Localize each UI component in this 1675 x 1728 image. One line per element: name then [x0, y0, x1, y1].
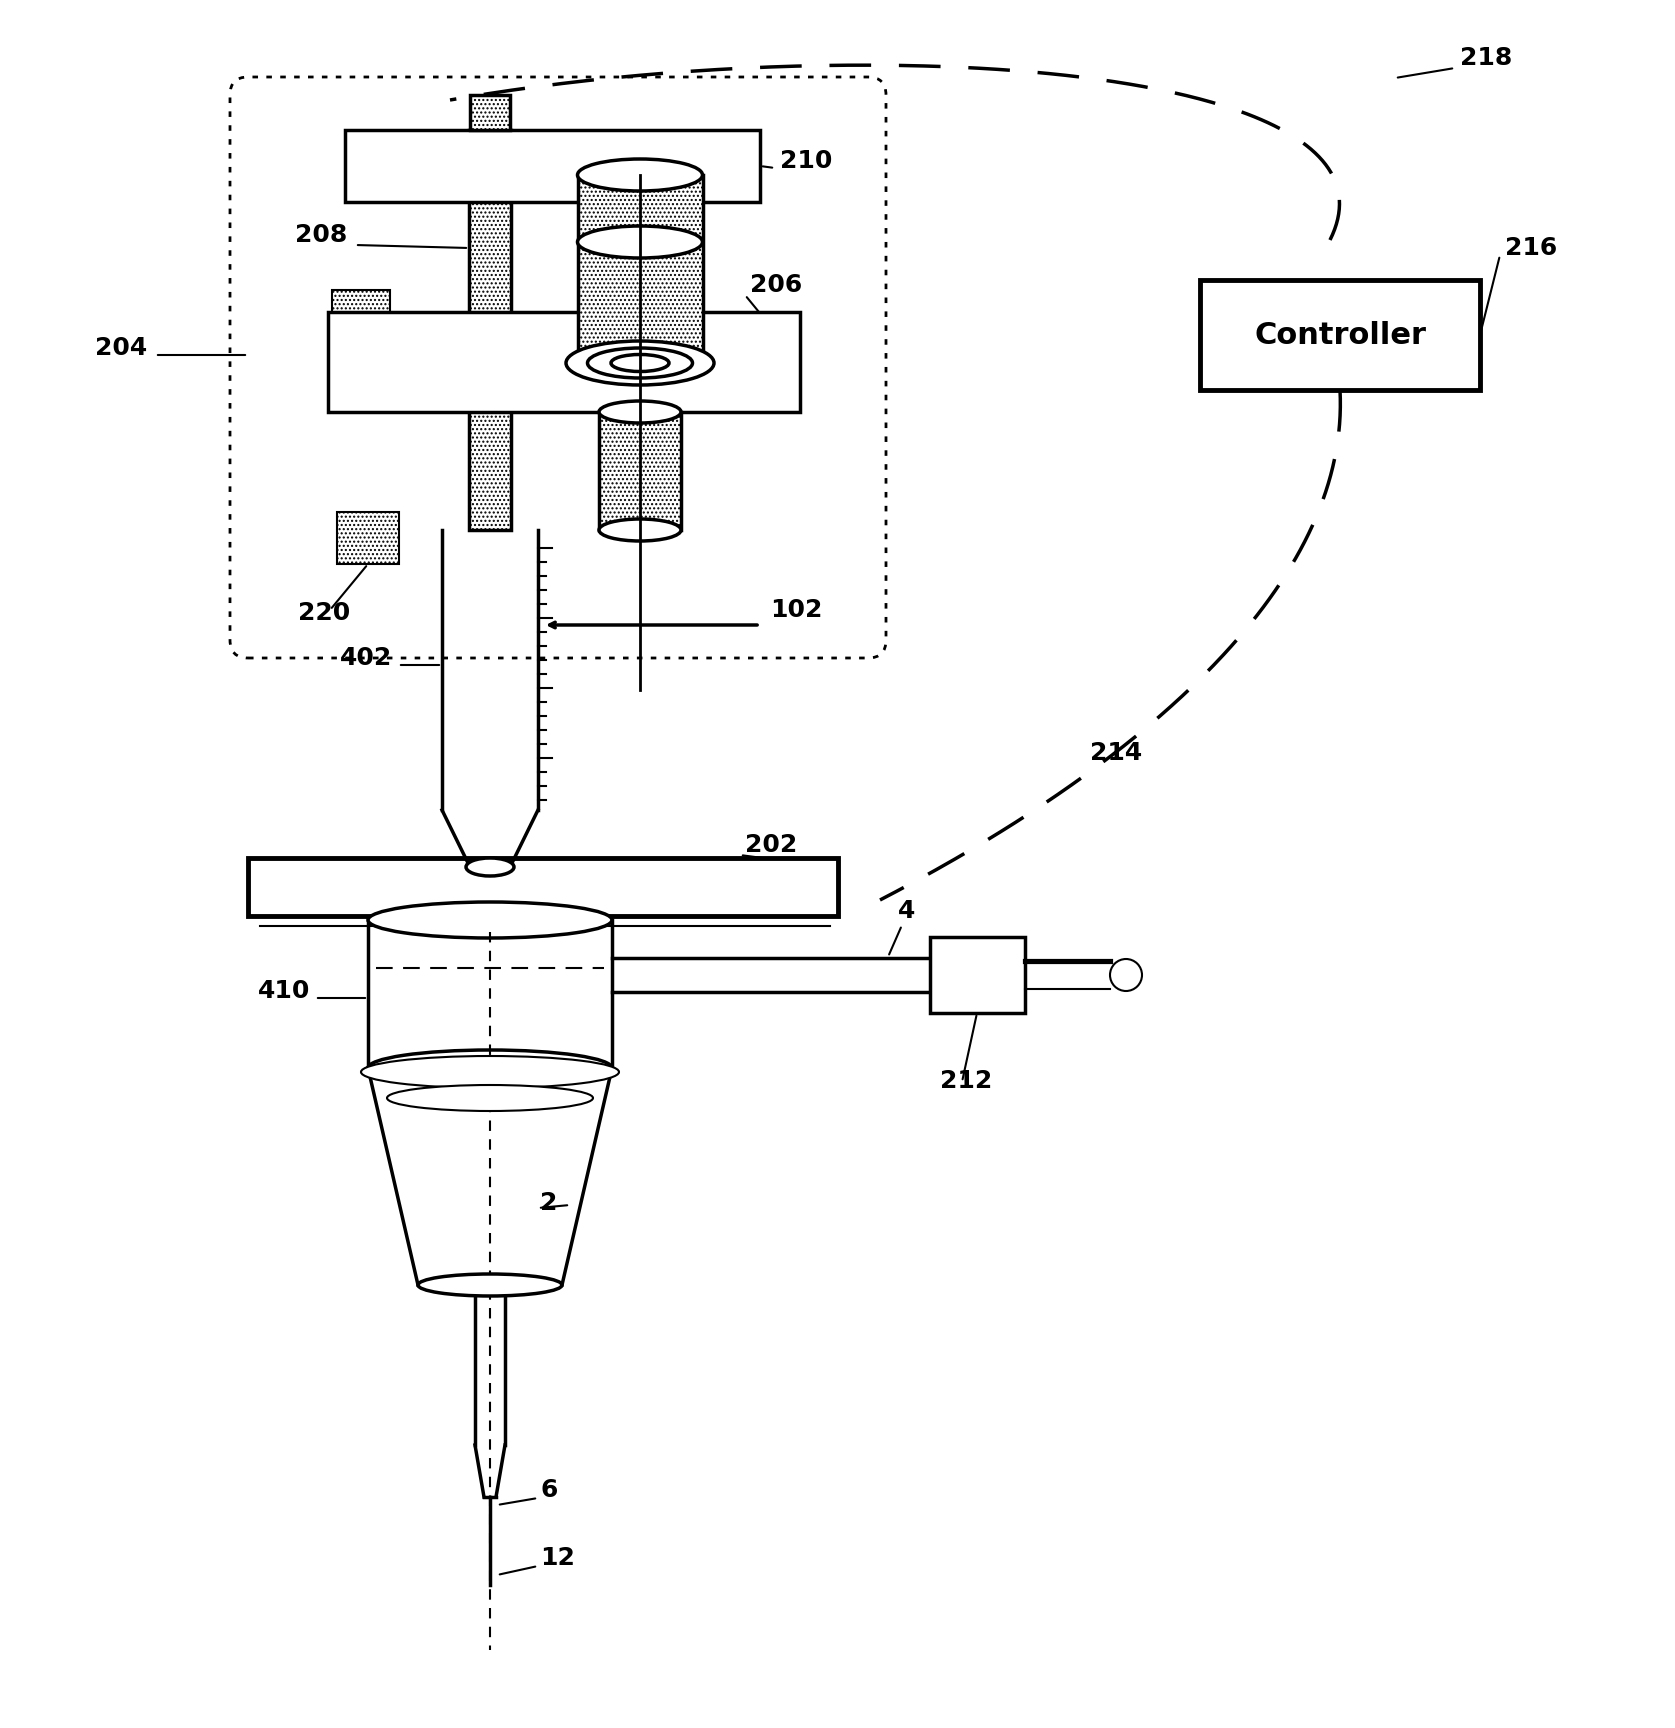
Bar	[578, 175, 704, 354]
Ellipse shape	[368, 902, 611, 938]
Ellipse shape	[368, 1051, 611, 1085]
Text: Controller: Controller	[1255, 320, 1425, 349]
Ellipse shape	[419, 1274, 563, 1296]
Bar	[471, 95, 509, 130]
Bar	[337, 511, 399, 563]
Text: 206: 206	[750, 273, 802, 297]
Text: 4: 4	[898, 899, 915, 923]
Text: 214: 214	[1090, 741, 1142, 766]
Ellipse shape	[578, 159, 702, 192]
Ellipse shape	[466, 859, 514, 876]
Text: 216: 216	[1506, 237, 1558, 259]
Text: 202: 202	[745, 833, 797, 857]
Bar	[332, 290, 390, 346]
Ellipse shape	[588, 347, 692, 378]
Bar	[345, 130, 760, 202]
Ellipse shape	[387, 1085, 593, 1111]
Text: 218: 218	[1461, 47, 1513, 71]
Text: 208: 208	[295, 223, 347, 247]
Text: 210: 210	[781, 149, 832, 173]
Text: 102: 102	[770, 598, 822, 622]
Bar	[1199, 280, 1481, 391]
Text: 212: 212	[940, 1070, 992, 1094]
Text: 12: 12	[539, 1547, 575, 1571]
Text: 204: 204	[95, 335, 147, 359]
Bar	[600, 411, 682, 530]
Text: 2: 2	[539, 1191, 558, 1215]
Bar	[248, 859, 837, 916]
Bar	[469, 130, 511, 530]
Text: 220: 220	[298, 601, 350, 626]
Ellipse shape	[566, 340, 714, 385]
Ellipse shape	[362, 1056, 620, 1089]
Text: 410: 410	[258, 980, 310, 1002]
Bar	[930, 937, 1025, 1013]
Ellipse shape	[578, 226, 702, 257]
Ellipse shape	[600, 518, 682, 541]
Text: 402: 402	[340, 646, 392, 670]
Bar	[328, 313, 801, 411]
Text: 6: 6	[539, 1477, 558, 1502]
Ellipse shape	[600, 401, 682, 423]
Ellipse shape	[611, 354, 668, 372]
Circle shape	[1111, 959, 1142, 990]
